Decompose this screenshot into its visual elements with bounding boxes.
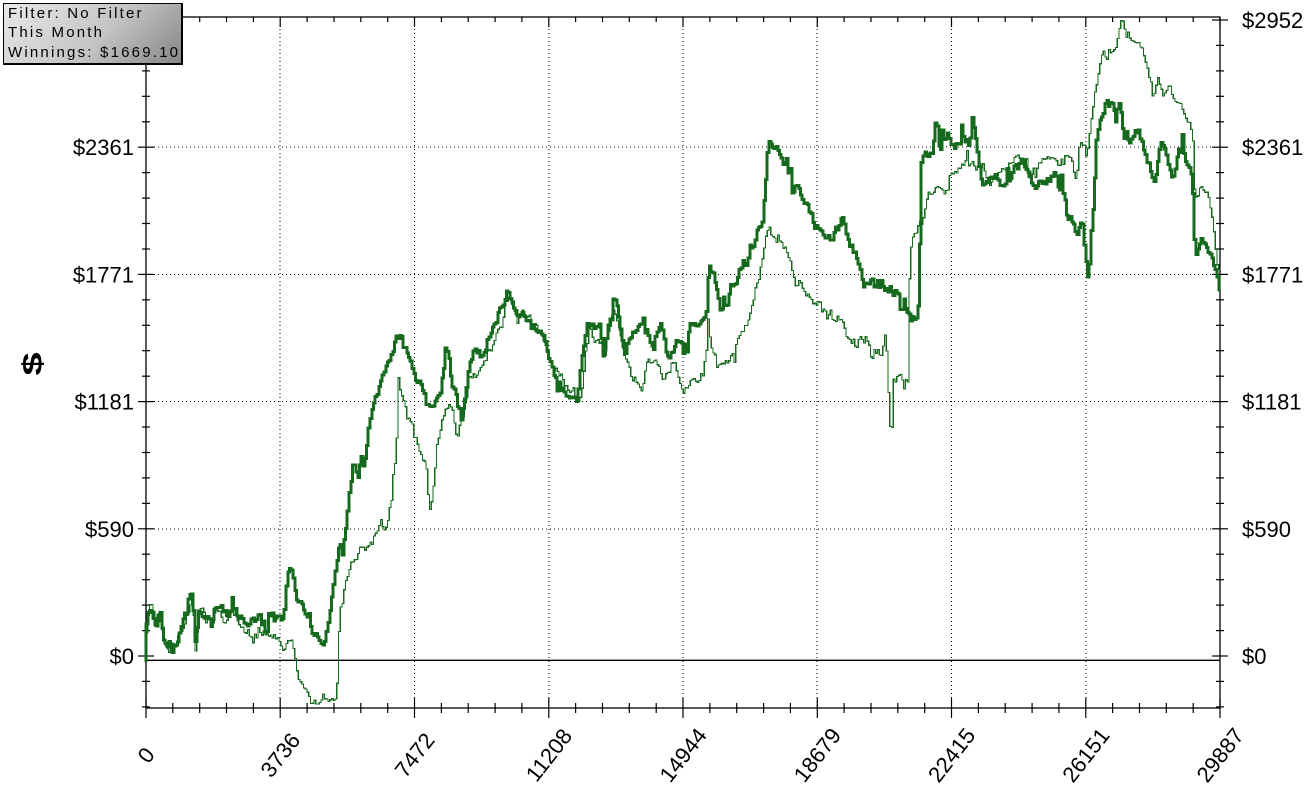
svg-text:11208: 11208 [521,724,577,786]
svg-text:$2952: $2952 [1242,8,1303,33]
svg-text:$590: $590 [85,517,134,542]
svg-text:22415: 22415 [923,723,980,787]
svg-text:18679: 18679 [789,723,846,787]
svg-text:$: $ [17,352,48,376]
svg-text:$1771: $1771 [73,262,134,287]
svg-text:$2361: $2361 [73,135,134,160]
svg-text:$1771: $1771 [1242,262,1303,287]
svg-text:0: 0 [133,743,160,768]
svg-text:7472: 7472 [390,728,440,782]
svg-text:$1181: $1181 [1242,390,1302,415]
svg-text:29887: 29887 [1191,723,1248,787]
svg-text:$0: $0 [110,644,134,669]
svg-text:3736: 3736 [255,728,305,782]
svg-text:26151: 26151 [1057,723,1114,787]
svg-text:14944: 14944 [654,723,711,787]
svg-text:$2361: $2361 [1242,135,1303,160]
svg-text:$1181: $1181 [74,390,134,415]
svg-text:$0: $0 [1242,644,1266,669]
svg-text:$590: $590 [1242,517,1291,542]
